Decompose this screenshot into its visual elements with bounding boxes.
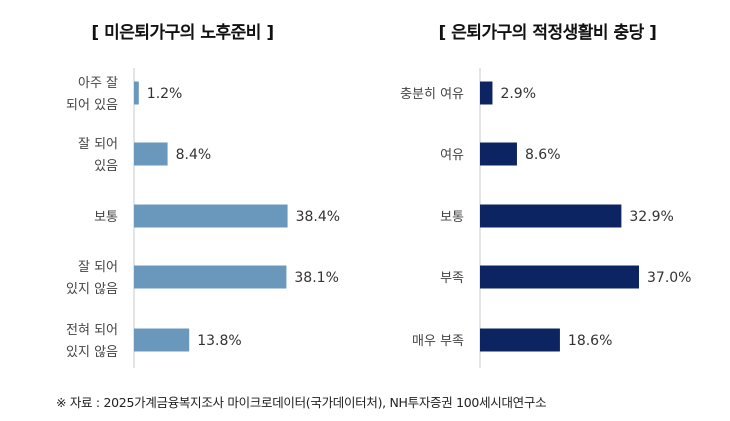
bar: [480, 328, 560, 352]
category-label: 있지 않음: [66, 282, 118, 297]
data-label: 38.1%: [294, 270, 338, 286]
data-label: 1.2%: [147, 86, 183, 102]
bar: [480, 204, 622, 228]
bar: [480, 142, 517, 166]
category-label: 되어 있음: [66, 98, 118, 113]
category-label: 전혀 되어: [66, 323, 118, 338]
category-label: 잘 되어: [78, 260, 118, 275]
category-label: 있지 않음: [66, 345, 118, 360]
source-note: ※ 자료 : 2025가계금융복지조사 마이크로데이터(국가데이터처), NH투…: [56, 395, 547, 410]
category-label: 부족: [440, 271, 464, 286]
category-label: 잘 되어: [78, 137, 118, 152]
right-bar-chart: 2.9% 충분히 여유 8.6% 여유 32.9% 보통 37.0% 부족 18.6% 매우 부족: [400, 68, 691, 368]
left-chart-panel: [ 미은퇴가구의 노후준비 ] 1.2% 아주 잘 되어 있음 8.4% 잘 되어 있음 3…: [0, 0, 365, 380]
category-label: 매우 부족: [412, 334, 464, 349]
category-label: 있음: [94, 159, 118, 174]
bar: [134, 328, 190, 352]
right-chart-panel: [ 은퇴가구의 적정생활비 충당 ] 2.9% 충분히 여유 8.6% 여유 32.9%…: [365, 0, 730, 380]
category-label: 아주 잘: [78, 76, 118, 91]
bar: [134, 142, 168, 166]
data-label: 32.9%: [629, 209, 673, 225]
category-label: 충분히 여유: [400, 87, 464, 102]
bar: [480, 265, 639, 289]
bar: [134, 204, 288, 228]
category-label: 여유: [440, 148, 464, 163]
bar: [134, 81, 139, 105]
category-label: 보통: [94, 210, 118, 225]
category-label: 보통: [440, 210, 464, 225]
left-chart-title: [ 미은퇴가구의 노후준비 ]: [91, 23, 274, 43]
bar: [134, 265, 287, 289]
right-chart-title: [ 은퇴가구의 적정생활비 충당 ]: [438, 23, 657, 43]
data-label: 37.0%: [647, 270, 691, 286]
data-label: 18.6%: [568, 333, 612, 349]
bar: [480, 81, 493, 105]
data-label: 13.8%: [197, 333, 241, 349]
data-label: 8.4%: [176, 147, 212, 163]
data-label: 38.4%: [296, 209, 340, 225]
data-label: 2.9%: [500, 86, 536, 102]
data-label: 8.6%: [525, 147, 561, 163]
